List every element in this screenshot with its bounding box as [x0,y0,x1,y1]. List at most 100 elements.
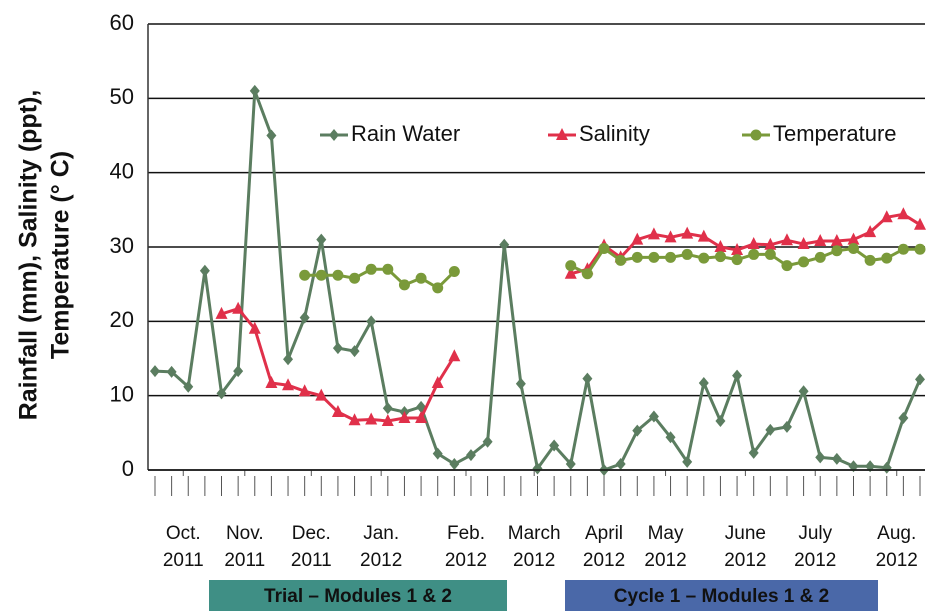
rain-point [316,233,327,246]
temperature-point [382,263,394,275]
salinity-point [897,207,910,220]
salinity-point [398,410,411,423]
x-tick-label-line: Dec. [292,523,331,544]
rain-point [266,129,277,142]
rain-point [199,264,210,277]
x-tick-label-line: April [585,523,623,544]
temperature-point [332,269,344,281]
temperature-point [831,245,843,257]
period-label: Trial – Modules 1 & 2 [264,586,452,607]
temperature-point [598,242,610,254]
temperature-point [631,251,643,263]
salinity-point [415,410,428,423]
y-tick-label: 40 [110,158,134,183]
x-tick-label: Nov. 2011 [224,523,265,571]
series-line [304,246,921,290]
rain-point [216,387,227,400]
y-axis-label: Temperature (° C) [47,151,75,359]
salinity-point [381,413,394,426]
rain-point [815,451,826,464]
rain-point [715,414,726,427]
rain-point [898,411,909,424]
x-tick-label-line: Oct. [166,523,201,544]
x-tick-label-line: 2012 [644,550,686,571]
rain-point [549,439,560,452]
salinity-point [731,242,744,255]
rain-point [465,449,476,462]
rain-point [632,424,643,437]
rain-point [249,84,260,97]
x-tick-label: Feb. 2012 [445,523,487,571]
legend-label: Temperature [773,121,897,146]
x-tick-label: Oct. 2011 [163,523,204,571]
rain-point [499,238,510,251]
salinity-point [914,217,927,230]
x-tick-label-line: June [725,523,766,544]
x-tick-label-line: 2012 [583,550,625,571]
salinity-point [830,234,843,247]
salinity-point [697,229,710,242]
x-tick-label-line: 2011 [224,550,265,571]
temperature-point [615,254,627,266]
salinity-point [298,384,311,397]
x-tick-label: June 2012 [724,523,766,571]
salinity-point [365,412,378,425]
legend-marker [750,129,762,141]
rain-point [233,365,244,378]
rain-point [382,402,393,415]
temperature-point [847,242,859,254]
temperature-point [914,243,926,255]
temperature-point [365,263,377,275]
temperature-point [798,256,810,268]
salinity-point [282,378,295,391]
salinity-point [331,405,344,418]
rain-point [582,372,593,385]
temperature-point [315,269,327,281]
temperature-point [698,252,710,264]
y-tick-label: 50 [110,84,134,109]
x-tick-label-line: 2011 [291,550,332,571]
rain-point [615,458,626,471]
period-band [565,580,878,611]
temperature-point [432,282,444,294]
temperature-point [415,272,427,284]
x-tick-label: Jan. 2012 [360,523,402,571]
period-band [209,580,507,611]
salinity-point [232,301,245,314]
x-tick-label-line: 2012 [794,550,836,571]
salinity-point [315,388,328,401]
rain-point [166,365,177,378]
salinity-point [681,226,694,239]
x-tick-label: April 2012 [583,523,625,571]
salinity-point [564,266,577,279]
rain-point [482,435,493,448]
temperature-point [565,260,577,272]
temperature-point [864,254,876,266]
x-tick-label-line: 2012 [724,550,766,571]
x-tick-label: May 2012 [644,523,686,571]
temperature-point [448,266,460,278]
temperature-point [299,269,311,281]
legend-label: Rain Water [351,121,460,146]
temperature-point [748,248,760,260]
legend-marker [556,128,568,140]
rain-point [283,353,294,366]
rain-point [149,365,160,378]
salinity-point [215,306,228,319]
series-line [154,90,922,473]
salinity-point [348,413,361,426]
x-tick-label-line: 2012 [360,550,402,571]
y-axis-label: Rainfall (mm), Salinity (ppt), [15,90,43,421]
temperature-point [897,243,909,255]
y-tick-label: 10 [110,381,134,406]
salinity-point [714,240,727,252]
x-tick-label-line: Nov. [226,523,264,544]
rain-point [366,315,377,328]
rain-point [183,380,194,393]
legend-label: Salinity [579,121,650,146]
rain-point [515,377,526,390]
rain-point [698,377,709,390]
x-tick-label-line: March [508,523,561,544]
x-tick-label-line: 2012 [445,550,487,571]
rain-point [798,385,809,398]
